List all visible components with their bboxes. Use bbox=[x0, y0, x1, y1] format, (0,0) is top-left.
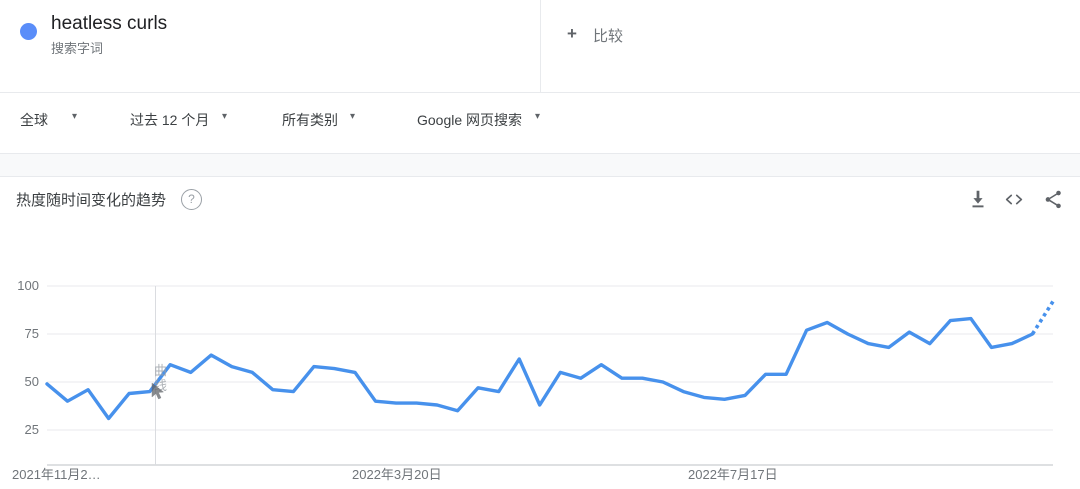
svg-text:2021年11月2…: 2021年11月2… bbox=[12, 467, 101, 482]
svg-text:2022年3月20日: 2022年3月20日 bbox=[352, 467, 442, 482]
svg-text:50: 50 bbox=[25, 374, 39, 389]
svg-text:25: 25 bbox=[25, 422, 39, 437]
svg-text:2022年7月17日: 2022年7月17日 bbox=[688, 467, 778, 482]
svg-text:75: 75 bbox=[25, 326, 39, 341]
svg-text:100: 100 bbox=[17, 278, 39, 293]
svg-text:曲: 曲 bbox=[154, 363, 167, 378]
